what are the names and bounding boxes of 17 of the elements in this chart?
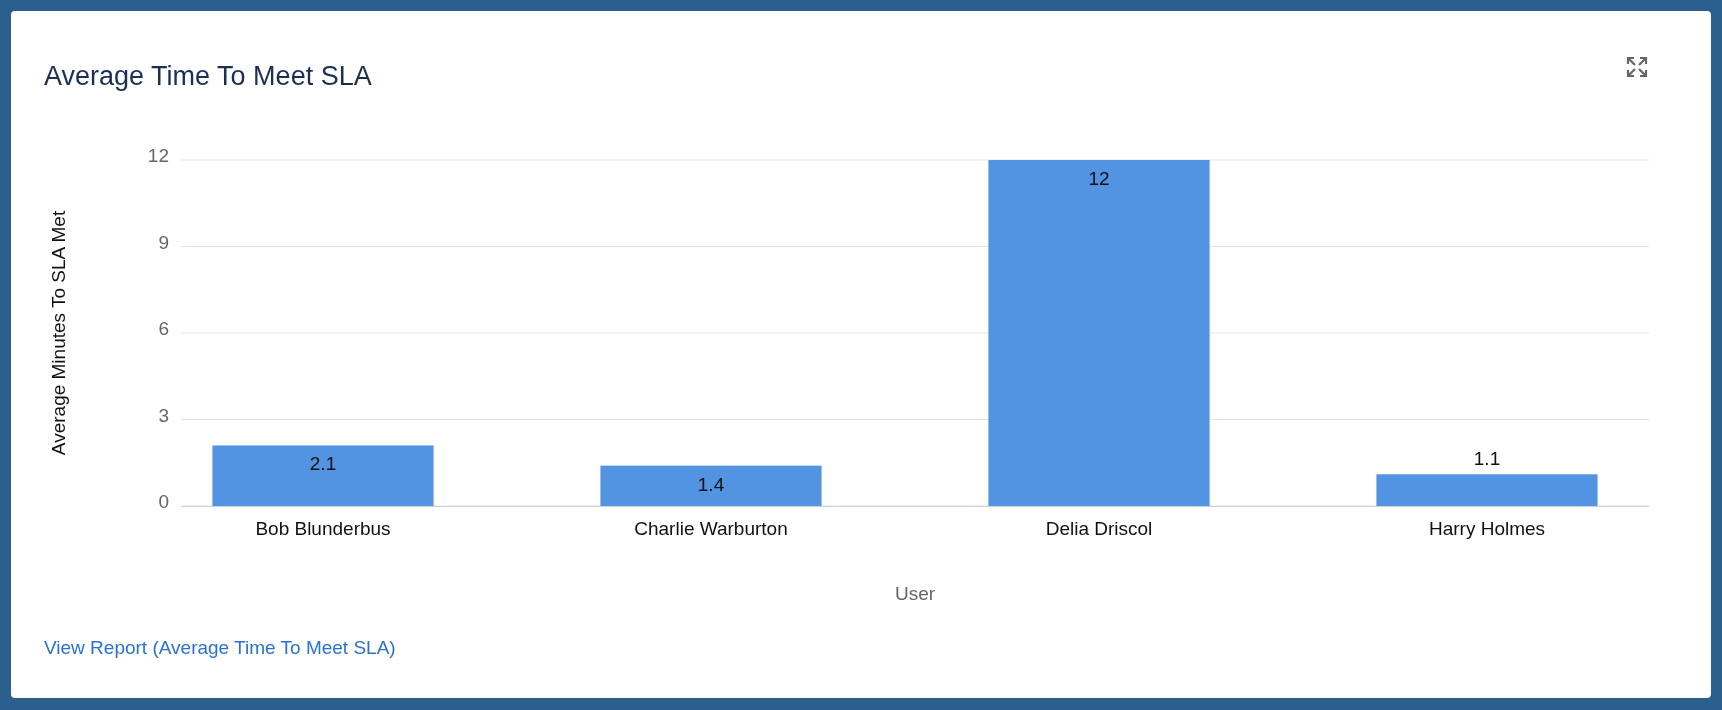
y-axis-title: Average Minutes To SLA Met bbox=[48, 210, 69, 456]
y-tick-label: 9 bbox=[158, 231, 169, 253]
data-label: 1.4 bbox=[697, 473, 725, 495]
y-tick-label: 12 bbox=[147, 145, 169, 167]
chart-title: Average Time To Meet SLA bbox=[44, 61, 372, 91]
x-tick-label: Charlie Warburton bbox=[634, 518, 788, 540]
y-tick-label: 3 bbox=[158, 404, 169, 426]
data-label: 12 bbox=[1088, 168, 1110, 189]
x-tick-label: Bob Blunderbus bbox=[255, 518, 391, 540]
text: View Report (Average Time To Meet SLA) bbox=[44, 637, 396, 658]
x-tick-label: Delia Driscol bbox=[1045, 518, 1153, 540]
data-label: 2.1 bbox=[309, 453, 337, 475]
x-axis-title: User bbox=[894, 583, 936, 604]
y-tick-label: 0 bbox=[158, 491, 169, 513]
data-label: 1.1 bbox=[1473, 448, 1501, 470]
y-tick-label: 6 bbox=[158, 318, 169, 340]
x-tick-label: Harry Holmes bbox=[1428, 518, 1546, 540]
